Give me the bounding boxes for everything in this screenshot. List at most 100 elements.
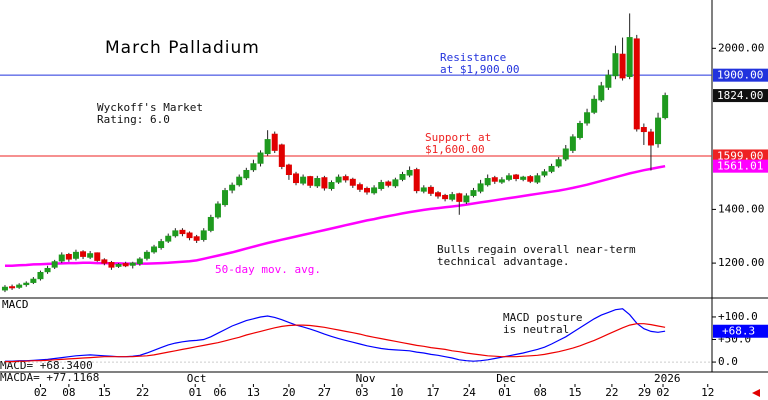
candle-body (179, 229, 186, 235)
moving-average-line (5, 164, 666, 268)
candle-body (186, 232, 193, 239)
x-tick-label: 01 (498, 386, 511, 399)
annotation: MACD posture (503, 311, 582, 324)
x-tick-label: 27 (318, 386, 331, 399)
candle-body (605, 74, 612, 88)
chart-title: March Palladium (105, 38, 260, 58)
candle-body (72, 251, 79, 259)
axis-value-label: 1900.00 (717, 69, 763, 82)
candle-body (229, 184, 236, 191)
candle-body (151, 246, 158, 253)
candle-body (399, 174, 406, 180)
candle-body (214, 203, 221, 218)
candle-body (94, 252, 101, 261)
candle-body (662, 95, 669, 119)
candle-body (58, 254, 65, 262)
x-tick-label: 20 (282, 386, 295, 399)
candle-body (250, 163, 257, 171)
candle-body (321, 177, 328, 189)
macd-line (5, 323, 666, 363)
candle-body (257, 152, 264, 164)
candle-body (427, 186, 434, 194)
candle-body (87, 253, 94, 258)
candle-body (335, 176, 342, 183)
x-tick-label: 22 (605, 386, 618, 399)
candle-body (484, 178, 491, 186)
annotation: is neutral (503, 323, 569, 336)
candle-body (243, 169, 250, 179)
candle-body (9, 286, 16, 289)
x-tick-label: 06 (213, 386, 226, 399)
y-tick-label: 0.0 (718, 355, 738, 368)
axis-value-box (713, 68, 768, 82)
axis-value-box (713, 149, 768, 163)
candle-body (555, 159, 562, 167)
x-tick-label: 15 (568, 386, 581, 399)
candle-body (122, 263, 129, 267)
candle-body (356, 184, 363, 190)
candle-body (37, 271, 44, 280)
candle-body (101, 259, 108, 264)
candle-body (647, 131, 654, 146)
annotation: Resistance (440, 51, 506, 64)
candle-body (513, 174, 520, 180)
candle-body (158, 241, 165, 249)
candle-body (413, 169, 420, 192)
candle-body (491, 177, 498, 182)
axis-value-box (713, 89, 768, 103)
annotation: at $1,900.00 (440, 63, 519, 76)
candle-body (371, 187, 378, 194)
candle-body (520, 176, 527, 180)
x-tick-label: 02 (656, 386, 669, 399)
candle-body (406, 169, 413, 176)
candle-body (342, 176, 349, 181)
y-tick-label: 1400.00 (718, 202, 764, 215)
candle-body (633, 38, 640, 130)
annotation: Wyckoff's Market (97, 101, 203, 114)
candle-body (534, 175, 541, 183)
axis-value-label: +68.3 (722, 325, 755, 338)
annotation: Rating: 6.0 (97, 113, 170, 126)
candle-body (385, 181, 392, 186)
month-label: Dec (496, 372, 516, 385)
candle-body (236, 176, 243, 186)
candle-body (328, 182, 335, 189)
candle-body (498, 179, 505, 183)
candle-body (576, 122, 583, 138)
candle-body (136, 258, 143, 265)
candle-body (434, 192, 441, 197)
annotation: Bulls regain overall near-term (437, 243, 636, 256)
candle-body (222, 190, 229, 206)
panel-title: MACD (2, 298, 29, 311)
candle-body (477, 183, 484, 192)
candle-body (300, 176, 307, 184)
candle-body (271, 133, 278, 151)
candle-body (591, 98, 598, 113)
series-label: 50-day mov. avg. (215, 263, 321, 276)
candle-body (584, 112, 591, 124)
x-tick-label: 02 (34, 386, 47, 399)
y-tick-label: 2000.00 (718, 41, 764, 54)
candle-body (612, 53, 619, 77)
candle-body (193, 236, 200, 241)
axis-value-label: 1599.00 (717, 149, 763, 162)
candle-body (23, 282, 30, 286)
annotation: $1,600.00 (425, 143, 485, 156)
x-tick-label: 15 (98, 386, 111, 399)
x-tick-label: 01 (189, 386, 202, 399)
x-tick-label: 10 (390, 386, 403, 399)
x-tick-label: 29 (638, 386, 651, 399)
candle-body (364, 187, 371, 193)
candle-body (115, 263, 122, 267)
x-tick-label: 12 (701, 386, 714, 399)
candle-body (463, 195, 470, 203)
candle-body (392, 179, 399, 187)
candle-body (349, 178, 356, 186)
x-tick-label: 24 (463, 386, 477, 399)
candle-body (207, 216, 214, 231)
scroll-arrow[interactable] (752, 389, 760, 397)
y-tick-label: +100.0 (718, 310, 758, 323)
candle-body (640, 127, 647, 133)
